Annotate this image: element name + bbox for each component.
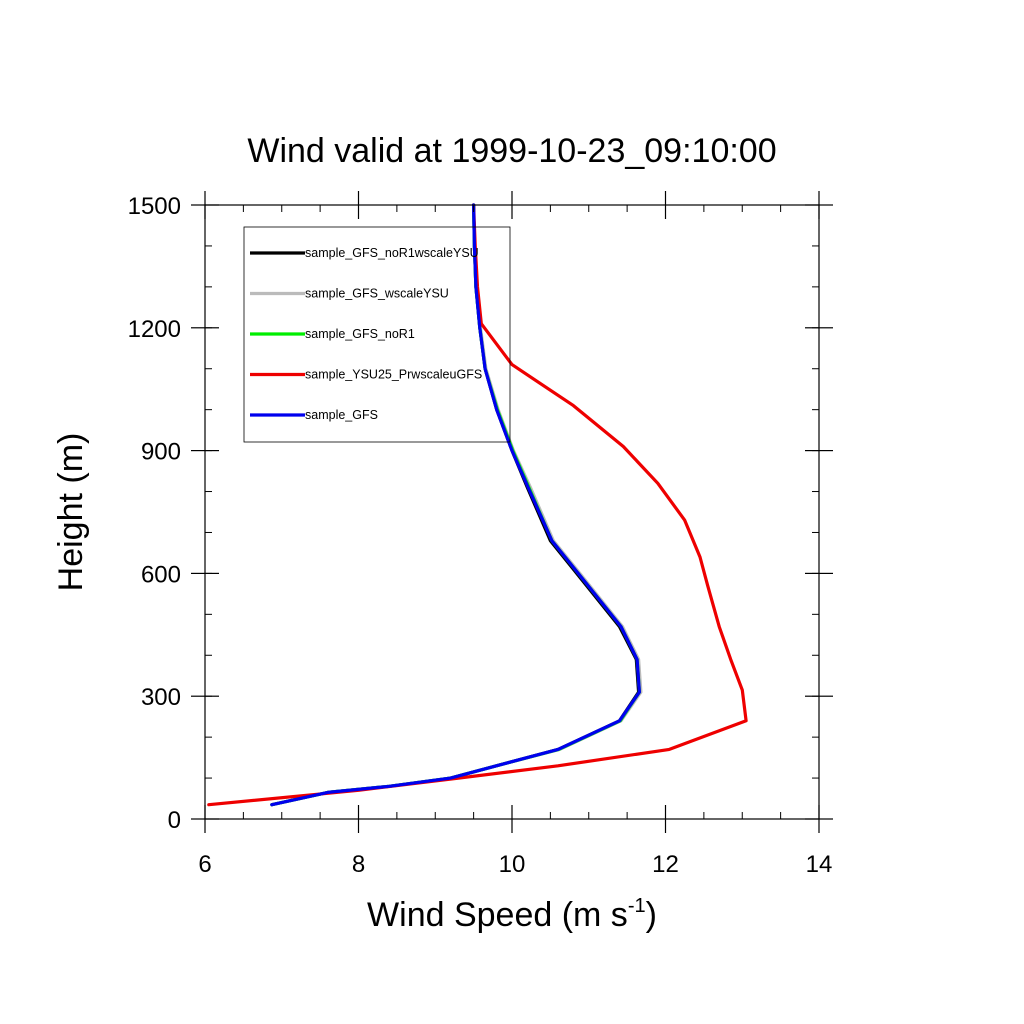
legend-label-2: sample_GFS_noR1 bbox=[305, 327, 415, 341]
series-line-4 bbox=[270, 203, 641, 807]
x-axis-label-superscript: -1 bbox=[628, 895, 646, 917]
legend: sample_GFS_noR1wscaleYSU sample_GFS_wscal… bbox=[243, 226, 511, 443]
x-axis-label: Wind Speed (m s-1) bbox=[367, 895, 657, 934]
series-line-3 bbox=[207, 203, 748, 807]
legend-label-4: sample_GFS bbox=[305, 408, 378, 422]
y-tick-label-2: 600 bbox=[141, 561, 181, 588]
x-tick-label-1: 8 bbox=[352, 851, 365, 878]
legend-box bbox=[243, 226, 511, 443]
legend-label-0: sample_GFS_noR1wscaleYSU bbox=[305, 246, 479, 260]
x-axis-label-suffix: ) bbox=[646, 896, 657, 934]
y-tick-label-5: 1500 bbox=[128, 193, 181, 220]
x-tick-label-4: 14 bbox=[806, 851, 833, 878]
y-tick-label-4: 1200 bbox=[128, 316, 181, 343]
x-tick-label-0: 6 bbox=[198, 851, 211, 878]
y-axis-label: Height (m) bbox=[52, 433, 90, 592]
axis-tick-labels: 6 8 10 12 14 0 300 600 900 1200 1500 bbox=[128, 193, 833, 878]
y-tick-label-3: 900 bbox=[141, 439, 181, 466]
y-tick-label-0: 0 bbox=[168, 807, 181, 834]
axis-ticks bbox=[191, 191, 833, 833]
x-tick-label-3: 12 bbox=[652, 851, 679, 878]
y-tick-label-1: 300 bbox=[141, 684, 181, 711]
legend-label-1: sample_GFS_wscaleYSU bbox=[305, 287, 449, 301]
x-axis-label-main: Wind Speed (m s bbox=[367, 896, 628, 934]
legend-label-3: sample_YSU25_PrwscaleuGFS bbox=[305, 368, 482, 382]
plot-lines bbox=[207, 203, 748, 807]
chart-title: Wind valid at 1999-10-23_09:10:00 bbox=[247, 132, 776, 170]
x-tick-label-2: 10 bbox=[499, 851, 526, 878]
